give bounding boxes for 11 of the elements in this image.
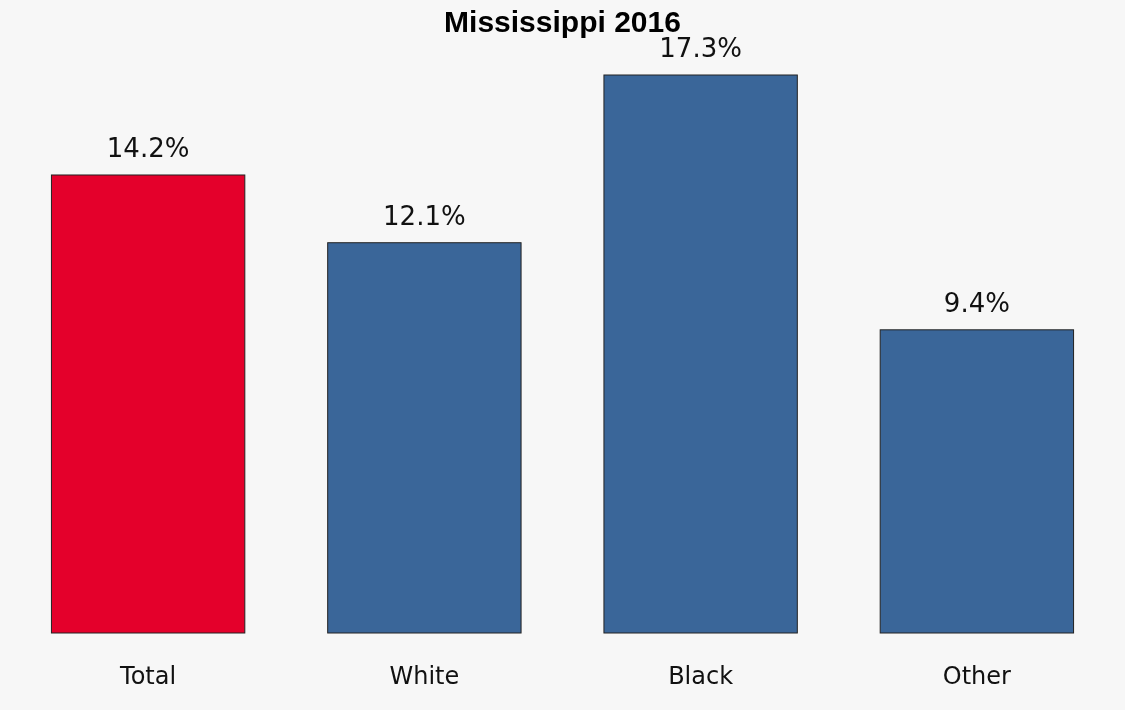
- data-label: 9.4%: [943, 287, 1010, 318]
- bar: [50, 174, 246, 634]
- bar: [603, 74, 798, 634]
- x-tick-label: Other: [942, 662, 1012, 690]
- x-tick-label: White: [389, 662, 460, 690]
- data-label: 14.2%: [106, 132, 190, 163]
- x-tick-label: Black: [668, 662, 734, 690]
- bar: [327, 242, 522, 634]
- bar: [879, 329, 1075, 634]
- x-tick-label: Total: [119, 662, 177, 690]
- data-label: 12.1%: [383, 200, 466, 231]
